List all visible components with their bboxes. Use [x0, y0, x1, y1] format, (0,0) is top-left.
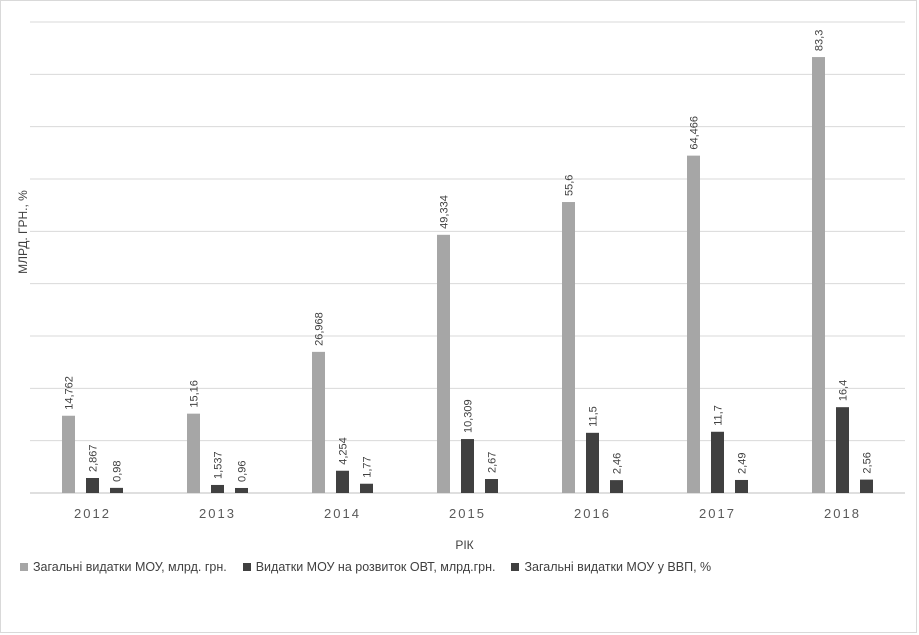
- bar-2016-series-3: [610, 480, 623, 493]
- gridlines: [30, 21, 905, 494]
- bar-2013-series-1: [187, 413, 200, 493]
- legend: Загальні видатки МОУ, млрд. грн. Видатки …: [20, 560, 915, 574]
- data-label: 26,968: [314, 312, 326, 346]
- legend-swatch: [511, 563, 520, 571]
- data-label: 1,77: [362, 456, 374, 477]
- bar-2016-series-2: [586, 432, 599, 493]
- data-label: 16,4: [838, 380, 850, 401]
- data-label: 64,466: [689, 116, 701, 150]
- bar-2012-series-1: [62, 415, 75, 493]
- legend-item-series-2: Видатки МОУ на розвиток ОВТ, млрд.грн.: [242, 560, 496, 574]
- legend-label: Видатки МОУ на розвиток ОВТ, млрд.грн.: [255, 560, 496, 574]
- data-label: 2,56: [862, 452, 874, 473]
- bar-2015-series-3: [485, 479, 498, 493]
- x-tick-label: 2016: [574, 506, 611, 521]
- data-label: 0,98: [112, 460, 124, 481]
- bar-2014-series-3: [360, 483, 373, 493]
- bar-2014-series-2: [336, 470, 349, 493]
- data-label: 2,67: [487, 452, 499, 473]
- x-tick-label: 2012: [74, 506, 111, 521]
- bar-2017-series-2: [711, 431, 724, 493]
- x-tick-label: 2017: [699, 506, 736, 521]
- bar-2018-series-2: [836, 407, 849, 493]
- data-label: 11,7: [713, 405, 725, 426]
- bar-2012-series-3: [110, 487, 123, 493]
- data-label: 55,6: [564, 175, 576, 196]
- legend-swatch: [20, 563, 28, 571]
- bar-2016-series-1: [562, 202, 575, 493]
- y-axis-title: МЛРД. ГРН., %: [16, 190, 30, 274]
- legend-swatch: [242, 563, 251, 571]
- bar-2015-series-1: [437, 234, 450, 494]
- data-label: 1,537: [213, 451, 225, 479]
- bars: [62, 57, 873, 494]
- data-label: 0,96: [237, 461, 249, 482]
- bar-2014-series-1: [312, 351, 325, 493]
- bar-2015-series-2: [461, 439, 474, 493]
- data-label: 15,16: [189, 380, 201, 408]
- bar-2017-series-3: [735, 479, 748, 493]
- data-label: 49,334: [439, 195, 451, 229]
- bar-2018-series-3: [860, 479, 873, 493]
- legend-label: Загальні видатки МОУ, млрд. грн.: [33, 560, 227, 574]
- data-label: 2,49: [737, 453, 749, 474]
- legend-label: Загальні видатки МОУ у ВВП, %: [524, 560, 712, 574]
- x-tick-labels: 2012 2013 2014 2015 2016 2017 2018: [74, 506, 861, 521]
- data-label: 14,762: [64, 376, 76, 410]
- x-tick-label: 2018: [824, 506, 861, 521]
- bar-2017-series-1: [687, 155, 700, 493]
- bar-chart: 14,762 2,867 0,98 15,16 1,537 0,96 26,968 4,254…: [16, 21, 905, 552]
- x-tick-label: 2015: [449, 506, 486, 521]
- data-label: 2,46: [612, 453, 624, 474]
- data-label: 11,5: [588, 406, 600, 427]
- legend-item-series-3: Загальні видатки МОУ у ВВП, %: [511, 560, 711, 574]
- data-label: 83,3: [814, 30, 826, 51]
- bar-2013-series-2: [211, 484, 224, 493]
- bar-2018-series-1: [812, 57, 825, 494]
- legend-item-series-1: Загальні видатки МОУ, млрд. грн.: [20, 560, 227, 574]
- data-label: 2,867: [88, 444, 100, 472]
- data-label: 4,254: [338, 437, 350, 465]
- x-tick-label: 2013: [199, 506, 236, 521]
- bar-2013-series-3: [235, 487, 248, 493]
- data-labels: 14,762 2,867 0,98 15,16 1,537 0,96 26,968 4,254…: [64, 30, 874, 482]
- x-axis-title: РІК: [455, 538, 473, 552]
- x-tick-label: 2014: [324, 506, 361, 521]
- data-label: 10,309: [463, 399, 475, 433]
- bar-2012-series-2: [86, 477, 99, 493]
